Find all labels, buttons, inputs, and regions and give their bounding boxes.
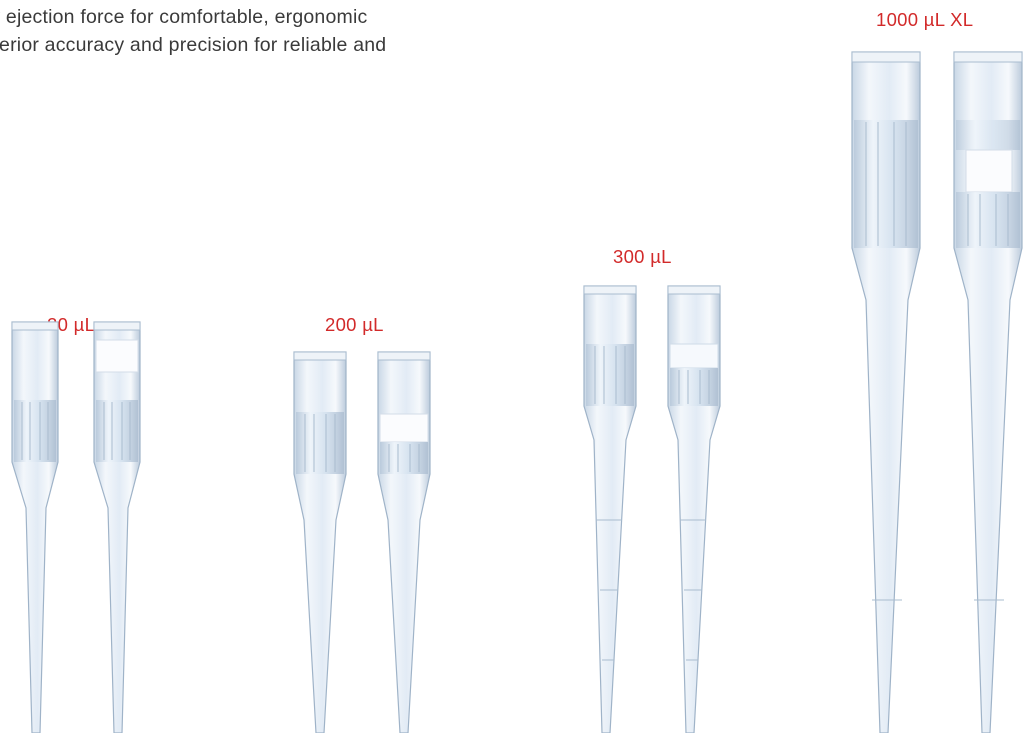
label-300ul: 300 µL <box>613 246 672 267</box>
label-20ul: 20 µL <box>47 314 96 335</box>
tip-200ul-plain <box>293 351 347 733</box>
intro-text-block: w ejection force for comfortable, ergono… <box>0 0 560 70</box>
tip-300ul-filter <box>667 285 721 733</box>
label-1000ul-xl: 1000 µL XL <box>876 9 974 30</box>
tip-20ul-plain <box>11 321 59 733</box>
tip-1000ul-xl-plain <box>851 51 921 733</box>
intro-text-line-2: perior accuracy and precision for reliab… <box>0 34 387 56</box>
intro-text-line-1: w ejection force for comfortable, ergono… <box>0 6 368 28</box>
tip-1000ul-xl-filter <box>953 51 1023 733</box>
tip-200ul-filter <box>377 351 431 733</box>
tip-300ul-plain <box>583 285 637 733</box>
label-200ul: 200 µL <box>325 314 384 335</box>
tip-20ul-filter <box>93 321 141 733</box>
